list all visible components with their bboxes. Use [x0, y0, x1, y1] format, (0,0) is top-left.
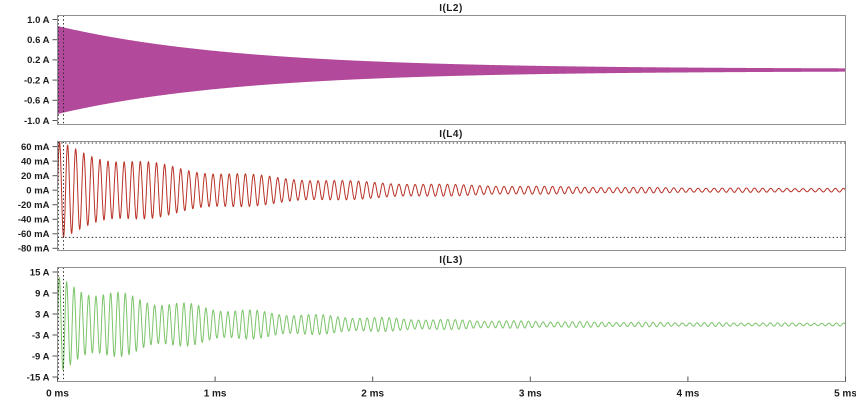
y-tick-label: 15 A: [30, 267, 50, 278]
y-tick-label: 9 A: [35, 288, 50, 299]
plot-canvas-il3: 15 A 9 A 3 A -3 A -9 A -15 A 0 ms 1 ms 2 ms 3 ms 4…: [27, 267, 856, 400]
trace-IL3: [57, 276, 846, 371]
plot-section-il3: I(L3) 15 A 9 A 3 A -3 A -9 A -15 A 0 ms 1 ms 2 m…: [0, 254, 856, 407]
plot-title-il2: I(L2): [439, 3, 463, 14]
plot-border: [57, 141, 846, 251]
plot-title-il4: I(L4): [439, 129, 463, 140]
trace-IL4: [57, 141, 846, 238]
y-tick-label: -80 mA: [18, 244, 50, 253]
y-tick-label: 60 mA: [21, 142, 50, 153]
y-tick-label: -0.6 A: [24, 96, 50, 107]
y-tick-label: 3 A: [35, 309, 50, 320]
y-tick-label: 0 mA: [26, 186, 49, 197]
y-tick-label: -0.2 A: [24, 75, 50, 86]
y-tick-label: -1.0 A: [24, 116, 50, 127]
plot-section-il4: I(L4) 60 mA 40 mA 20 mA 0 mA -20 mA -40 mA -60…: [0, 128, 856, 253]
plot-border: [57, 267, 846, 382]
y-tick-label: -20 mA: [18, 200, 50, 211]
plot-section-il2: I(L2) 1.0 A 0.6 A 0.2 A -0.2 A -0.6 A -1.0 A: [0, 2, 856, 127]
plot-canvas-il4: 60 mA 40 mA 20 mA 0 mA -20 mA -40 mA -60 mA -80…: [18, 141, 846, 253]
x-tick-label: 5 ms: [834, 389, 856, 400]
y-tick-label: -15 A: [27, 372, 50, 383]
y-tick-label: -60 mA: [18, 229, 50, 240]
y-tick-label: -9 A: [32, 351, 50, 362]
y-tick-label: 40 mA: [21, 156, 50, 167]
x-tick-label: 0 ms: [46, 389, 69, 400]
y-tick-label: -40 mA: [18, 215, 50, 226]
y-tick-label: 20 mA: [21, 171, 50, 182]
x-tick-label: 4 ms: [677, 389, 700, 400]
plot-border: [57, 15, 846, 125]
trace-IL2: [57, 25, 846, 115]
plot-title-il3: I(L3): [439, 255, 463, 266]
plot-canvas-il2: 1.0 A 0.6 A 0.2 A -0.2 A -0.6 A -1.0 A: [24, 15, 846, 127]
x-tick-label: 3 ms: [519, 389, 542, 400]
y-tick-label: 0.2 A: [27, 55, 49, 66]
y-tick-label: 1.0 A: [27, 15, 49, 26]
x-tick-label: 2 ms: [361, 389, 384, 400]
y-tick-label: -3 A: [32, 330, 50, 341]
x-tick-label: 1 ms: [204, 389, 227, 400]
y-tick-label: 0.6 A: [27, 35, 49, 46]
